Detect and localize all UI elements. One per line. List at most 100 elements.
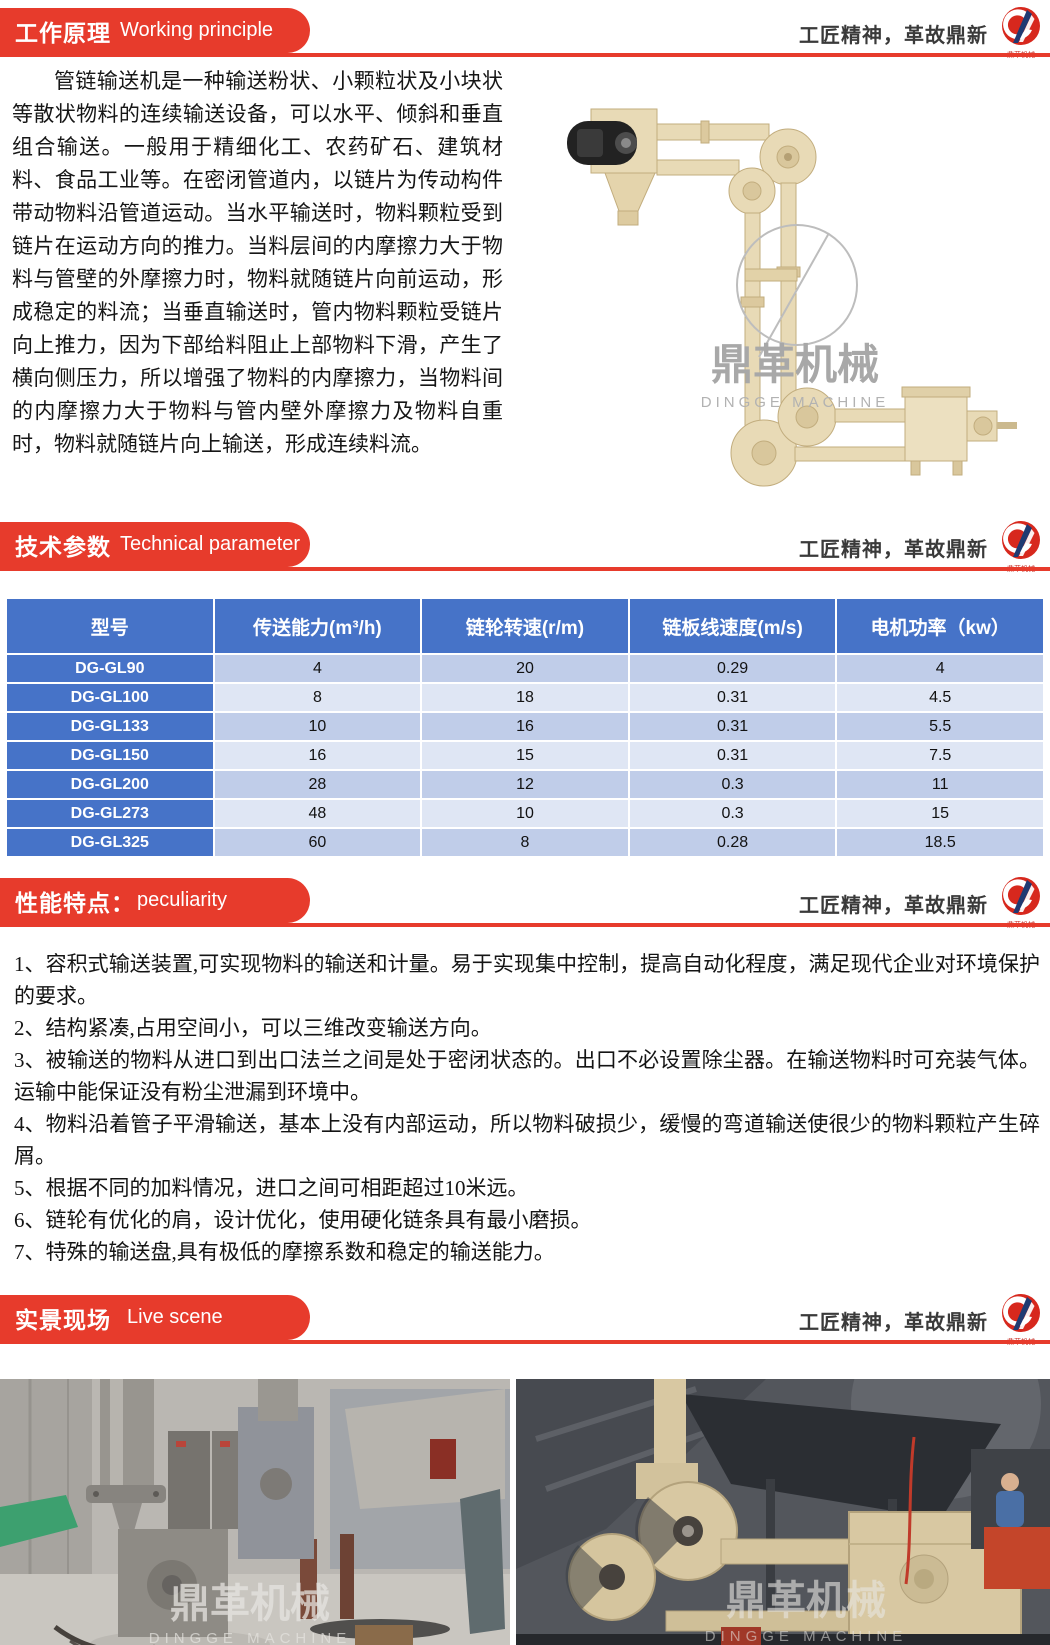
brand-slogan: 工匠精神，革故鼎新 (799, 1311, 988, 1334)
feature-item: 3、被输送的物料从进口到出口法兰之间是处于密闭状态的。出口不必设置除尘器。在输送… (14, 1048, 1040, 1104)
section-title-bubble: 性能特点： peculiarity (0, 878, 310, 923)
value-cell: 20 (422, 655, 628, 682)
model-cell: DG-GL133 (7, 713, 213, 740)
table-row: DG-GL100 8 18 0.31 4.5 (7, 684, 1043, 711)
value-cell: 48 (214, 800, 421, 827)
value-cell: 16 (422, 713, 628, 740)
value-cell: 0.31 (629, 742, 836, 769)
value-cell: 4 (837, 655, 1043, 682)
dingge-logo-icon: 鼎革机械 (1002, 1294, 1040, 1346)
value-cell: 0.31 (629, 713, 836, 740)
feature-item: 4、物料沿着管子平滑输送，基本上没有内部运动，所以物料破损少，缓慢的弯道输送使很… (14, 1112, 1040, 1168)
dingge-logo-icon: 鼎革机械 (1002, 7, 1040, 59)
value-cell: 10 (422, 800, 628, 827)
col-header-chain-speed: 链板线速度(m/s) (629, 599, 836, 653)
value-cell: 0.3 (629, 800, 836, 827)
value-cell: 16 (214, 742, 421, 769)
table-row: DG-GL90 4 20 0.29 4 (7, 655, 1043, 682)
section-band-working-principle: 工作原理 Working principle 工匠精神，革故鼎新 鼎革机械 (0, 6, 1050, 60)
value-cell: 10 (214, 713, 421, 740)
peculiarity-list: 1、容积式输送装置,可实现物料的输送和计量。易于实现集中控制，提高自动化程度，满… (14, 948, 1040, 1268)
value-cell: 15 (422, 742, 628, 769)
feature-item: 1、容积式输送装置,可实现物料的输送和计量。易于实现集中控制，提高自动化程度，满… (14, 952, 1040, 1008)
band-right: 工匠精神，革故鼎新 鼎革机械 (799, 1293, 1042, 1347)
section-band-live-scene: 实景现场 Live scene 工匠精神，革故鼎新 鼎革机械 (0, 1293, 1050, 1347)
conveyor-top-assembly (567, 108, 658, 226)
section-underline (0, 567, 1050, 571)
live-scene-photo-left: 鼎革机械 DINGGE MACHINE (0, 1379, 510, 1645)
brand-slogan: 工匠精神，革故鼎新 (799, 24, 988, 47)
watermark-en: DINGGE MACHINE (705, 1628, 908, 1645)
value-cell: 7.5 (837, 742, 1043, 769)
value-cell: 15 (837, 800, 1043, 827)
col-header-capacity: 传送能力(m³/h) (214, 599, 421, 653)
col-header-motor-power: 电机功率（kw） (837, 599, 1043, 653)
working-principle-body: 管链输送机是一种输送粉状、小颗粒状及小块状等散状物料的连续输送设备，可以水平、倾… (0, 57, 1050, 502)
table-row: DG-GL200 28 12 0.3 11 (7, 771, 1043, 798)
feature-item: 7、特殊的输送盘,具有极低的摩擦系数和稳定的输送能力。 (14, 1240, 555, 1264)
section-title-bubble: 工作原理 Working principle (0, 8, 310, 53)
tube-chain-conveyor-illustration: 鼎革机械 DINGGE MACHINE (567, 108, 1017, 487)
value-cell: 0.3 (629, 771, 836, 798)
value-cell: 18.5 (837, 829, 1043, 856)
model-cell: DG-GL90 (7, 655, 213, 682)
image-watermark: 鼎革机械 DINGGE MACHINE (701, 224, 885, 411)
model-cell: DG-GL273 (7, 800, 213, 827)
model-cell: DG-GL150 (7, 742, 213, 769)
live-scene-photo-right: 鼎革机械 DINGGE MACHINE (516, 1379, 1050, 1645)
model-cell: DG-GL325 (7, 829, 213, 856)
col-header-sprocket-speed: 链轮转速(r/m) (422, 599, 628, 653)
section-title-en: Live scene (127, 1306, 223, 1328)
feature-item: 2、结构紧凑,占用空间小，可以三维改变输送方向。 (14, 1016, 492, 1040)
product-image: 鼎革机械 DINGGE MACHINE (505, 57, 1050, 502)
section-title-bubble: 实景现场 Live scene (0, 1295, 310, 1340)
col-header-model: 型号 (7, 599, 213, 653)
brand-slogan: 工匠精神，革故鼎新 (799, 538, 988, 561)
model-cell: DG-GL100 (7, 684, 213, 711)
section-underline (0, 923, 1050, 927)
feature-item: 6、链轮有优化的肩，设计优化，使用硬化链条具有最小磨损。 (14, 1208, 592, 1232)
watermark-zh: 鼎革机械 (726, 1579, 886, 1623)
feature-item: 5、根据不同的加料情况，进口之间可相距超过10米远。 (14, 1176, 529, 1200)
table-row: DG-GL273 48 10 0.3 15 (7, 800, 1043, 827)
watermark-zh: 鼎革机械 (711, 341, 879, 388)
watermark-en: DINGGE MACHINE (149, 1630, 352, 1645)
working-principle-paragraph: 管链输送机是一种输送粉状、小颗粒状及小块状等散状物料的连续输送设备，可以水平、倾… (12, 69, 503, 456)
section-band-technical-parameter: 技术参数 Technical parameter 工匠精神，革故鼎新 鼎革机械 (0, 520, 1050, 574)
value-cell: 0.29 (629, 655, 836, 682)
section-title-en: Working principle (120, 19, 274, 41)
value-cell: 4 (214, 655, 421, 682)
watermark-zh: 鼎革机械 (170, 1582, 330, 1626)
dingge-logo-icon: 鼎革机械 (1002, 521, 1040, 573)
value-cell: 0.28 (629, 829, 836, 856)
section-title-zh: 技术参数 (15, 533, 111, 560)
table-row: DG-GL325 60 8 0.28 18.5 (7, 829, 1043, 856)
section-title-zh: 工作原理 (15, 19, 111, 46)
section-underline (0, 53, 1050, 57)
dingge-logo-icon: 鼎革机械 (1002, 877, 1040, 929)
table-row: DG-GL133 10 16 0.31 5.5 (7, 713, 1043, 740)
value-cell: 8 (422, 829, 628, 856)
value-cell: 18 (422, 684, 628, 711)
band-right: 工匠精神，革故鼎新 鼎革机械 (799, 876, 1042, 930)
value-cell: 5.5 (837, 713, 1043, 740)
conveyor-horizontal-pipes (656, 120, 770, 176)
value-cell: 60 (214, 829, 421, 856)
section-title-bubble: 技术参数 Technical parameter (0, 522, 310, 567)
brand-slogan: 工匠精神，革故鼎新 (799, 894, 988, 917)
table-header-row: 型号 传送能力(m³/h) 链轮转速(r/m) 链板线速度(m/s) 电机功率（… (7, 599, 1043, 653)
conveyor-corner-housings (728, 128, 817, 215)
value-cell: 28 (214, 771, 421, 798)
value-cell: 11 (837, 771, 1043, 798)
technical-parameter-table: 型号 传送能力(m³/h) 链轮转速(r/m) 链板线速度(m/s) 电机功率（… (5, 597, 1045, 858)
section-title-en: peculiarity (137, 889, 228, 911)
section-band-peculiarity: 性能特点： peculiarity 工匠精神，革故鼎新 鼎革机械 (0, 876, 1050, 930)
section-title-en: Technical parameter (120, 533, 301, 555)
section-underline (0, 1340, 1050, 1344)
band-right: 工匠精神，革故鼎新 鼎革机械 (799, 6, 1042, 60)
live-scene-photos: 鼎革机械 DINGGE MACHINE (0, 1379, 1050, 1645)
section-title-zh: 实景现场 (15, 1306, 111, 1333)
band-right: 工匠精神，革故鼎新 鼎革机械 (799, 520, 1042, 574)
table-row: DG-GL150 16 15 0.31 7.5 (7, 742, 1043, 769)
